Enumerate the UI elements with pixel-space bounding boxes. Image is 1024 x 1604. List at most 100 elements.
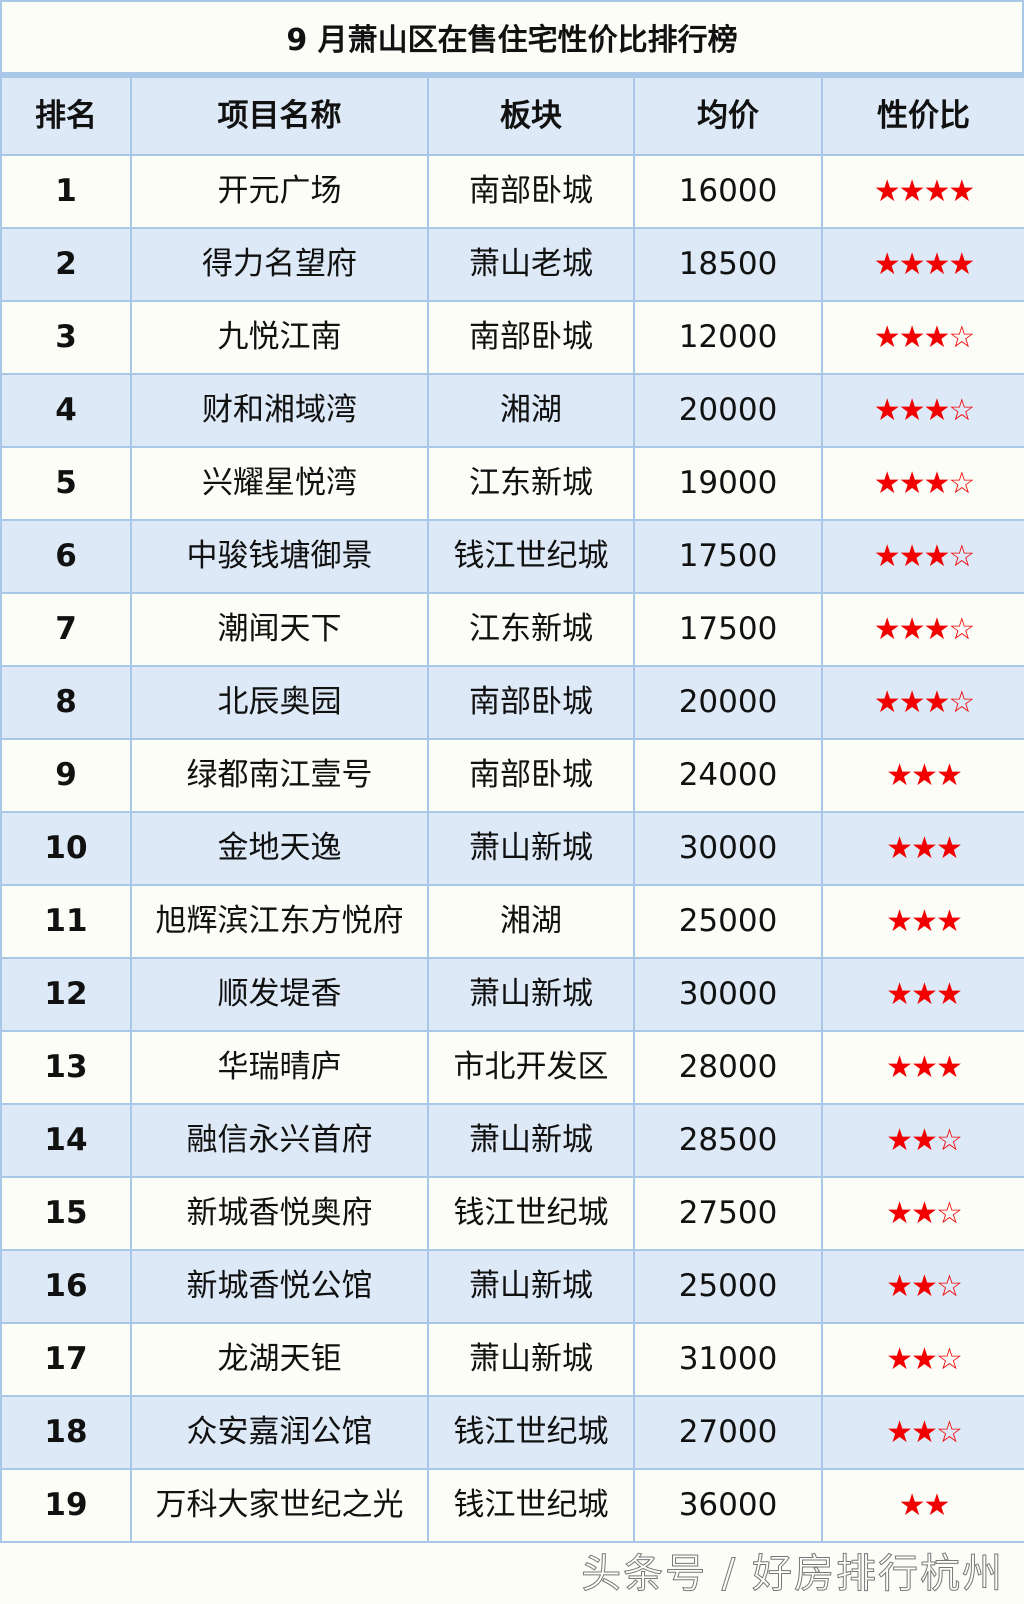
rank-cell: 16 <box>0 1249 132 1324</box>
rating-stars: ★★★ <box>821 957 1024 1032</box>
rank-cell: 9 <box>0 738 132 813</box>
project-name-cell: 九悦江南 <box>130 300 429 375</box>
ranking-table: 排名 项目名称 板块 均价 性价比 1 开元广场 南部卧城 16000 ★★★★ 2 得力名… <box>0 76 1024 1543</box>
project-name-cell: 绿都南江壹号 <box>130 738 429 813</box>
district-cell: 市北开发区 <box>427 1030 635 1105</box>
project-name-cell: 得力名望府 <box>130 227 429 302</box>
header-district: 板块 <box>427 76 635 156</box>
table-row: 7 潮闻天下 江东新城 17500 ★★★☆ <box>0 592 1024 667</box>
rating-stars: ★★★★ <box>821 154 1024 229</box>
project-name-cell: 新城香悦奥府 <box>130 1176 429 1251</box>
avg-price-cell: 25000 <box>633 1249 823 1324</box>
rank-cell: 8 <box>0 665 132 740</box>
district-cell: 南部卧城 <box>427 738 635 813</box>
table-row: 4 财和湘域湾 湘湖 20000 ★★★☆ <box>0 373 1024 448</box>
avg-price-cell: 12000 <box>633 300 823 375</box>
avg-price-cell: 36000 <box>633 1468 823 1543</box>
rank-cell: 19 <box>0 1468 132 1543</box>
avg-price-cell: 16000 <box>633 154 823 229</box>
table-row: 9 绿都南江壹号 南部卧城 24000 ★★★ <box>0 738 1024 813</box>
avg-price-cell: 17500 <box>633 592 823 667</box>
rank-cell: 5 <box>0 446 132 521</box>
district-cell: 萧山新城 <box>427 1103 635 1178</box>
project-name-cell: 融信永兴首府 <box>130 1103 429 1178</box>
project-name-cell: 金地天逸 <box>130 811 429 886</box>
table-row: 17 龙湖天钜 萧山新城 31000 ★★☆ <box>0 1322 1024 1397</box>
table-row: 6 中骏钱塘御景 钱江世纪城 17500 ★★★☆ <box>0 519 1024 594</box>
table-row: 2 得力名望府 萧山老城 18500 ★★★★ <box>0 227 1024 302</box>
rank-cell: 18 <box>0 1395 132 1470</box>
rating-stars: ★★★ <box>821 1030 1024 1105</box>
avg-price-cell: 17500 <box>633 519 823 594</box>
table-row: 14 融信永兴首府 萧山新城 28500 ★★☆ <box>0 1103 1024 1178</box>
rating-stars: ★★☆ <box>821 1249 1024 1324</box>
project-name-cell: 兴耀星悦湾 <box>130 446 429 521</box>
project-name-cell: 龙湖天钜 <box>130 1322 429 1397</box>
avg-price-cell: 19000 <box>633 446 823 521</box>
district-cell: 南部卧城 <box>427 300 635 375</box>
table-row: 18 众安嘉润公馆 钱江世纪城 27000 ★★☆ <box>0 1395 1024 1470</box>
project-name-cell: 北辰奥园 <box>130 665 429 740</box>
table-row: 8 北辰奥园 南部卧城 20000 ★★★☆ <box>0 665 1024 740</box>
district-cell: 钱江世纪城 <box>427 1395 635 1470</box>
project-name-cell: 万科大家世纪之光 <box>130 1468 429 1543</box>
header-value-rating: 性价比 <box>821 76 1024 156</box>
rating-stars: ★★☆ <box>821 1103 1024 1178</box>
rank-cell: 4 <box>0 373 132 448</box>
rank-cell: 17 <box>0 1322 132 1397</box>
rank-cell: 12 <box>0 957 132 1032</box>
avg-price-cell: 20000 <box>633 665 823 740</box>
header-row: 排名 项目名称 板块 均价 性价比 <box>0 76 1024 156</box>
avg-price-cell: 25000 <box>633 884 823 959</box>
district-cell: 萧山老城 <box>427 227 635 302</box>
district-cell: 萧山新城 <box>427 957 635 1032</box>
rating-stars: ★★☆ <box>821 1322 1024 1397</box>
table-row: 13 华瑞晴庐 市北开发区 28000 ★★★ <box>0 1030 1024 1105</box>
project-name-cell: 中骏钱塘御景 <box>130 519 429 594</box>
district-cell: 南部卧城 <box>427 154 635 229</box>
district-cell: 湘湖 <box>427 373 635 448</box>
rating-stars: ★★★☆ <box>821 665 1024 740</box>
district-cell: 南部卧城 <box>427 665 635 740</box>
table-row: 19 万科大家世纪之光 钱江世纪城 36000 ★★ <box>0 1468 1024 1543</box>
table-row: 10 金地天逸 萧山新城 30000 ★★★ <box>0 811 1024 886</box>
district-cell: 湘湖 <box>427 884 635 959</box>
rank-cell: 15 <box>0 1176 132 1251</box>
table-row: 16 新城香悦公馆 萧山新城 25000 ★★☆ <box>0 1249 1024 1324</box>
avg-price-cell: 28000 <box>633 1030 823 1105</box>
rating-stars: ★★★☆ <box>821 300 1024 375</box>
rank-cell: 2 <box>0 227 132 302</box>
avg-price-cell: 27500 <box>633 1176 823 1251</box>
avg-price-cell: 20000 <box>633 373 823 448</box>
rating-stars: ★★★☆ <box>821 592 1024 667</box>
district-cell: 钱江世纪城 <box>427 519 635 594</box>
rank-cell: 6 <box>0 519 132 594</box>
district-cell: 萧山新城 <box>427 811 635 886</box>
table-row: 15 新城香悦奥府 钱江世纪城 27500 ★★☆ <box>0 1176 1024 1251</box>
rating-stars: ★★★☆ <box>821 519 1024 594</box>
district-cell: 萧山新城 <box>427 1249 635 1324</box>
avg-price-cell: 31000 <box>633 1322 823 1397</box>
rating-stars: ★★ <box>821 1468 1024 1543</box>
avg-price-cell: 30000 <box>633 957 823 1032</box>
rating-stars: ★★★★ <box>821 227 1024 302</box>
rating-stars: ★★★☆ <box>821 373 1024 448</box>
project-name-cell: 顺发堤香 <box>130 957 429 1032</box>
rank-cell: 11 <box>0 884 132 959</box>
district-cell: 江东新城 <box>427 592 635 667</box>
rank-cell: 7 <box>0 592 132 667</box>
project-name-cell: 开元广场 <box>130 154 429 229</box>
avg-price-cell: 27000 <box>633 1395 823 1470</box>
project-name-cell: 财和湘域湾 <box>130 373 429 448</box>
project-name-cell: 潮闻天下 <box>130 592 429 667</box>
header-rank: 排名 <box>0 76 132 156</box>
rating-stars: ★★☆ <box>821 1395 1024 1470</box>
avg-price-cell: 30000 <box>633 811 823 886</box>
rank-cell: 3 <box>0 300 132 375</box>
rank-cell: 1 <box>0 154 132 229</box>
table-row: 12 顺发堤香 萧山新城 30000 ★★★ <box>0 957 1024 1032</box>
project-name-cell: 华瑞晴庐 <box>130 1030 429 1105</box>
watermark: 头条号 / 好房排行杭州 <box>581 1551 1004 1598</box>
rating-stars: ★★★ <box>821 811 1024 886</box>
rank-cell: 14 <box>0 1103 132 1178</box>
